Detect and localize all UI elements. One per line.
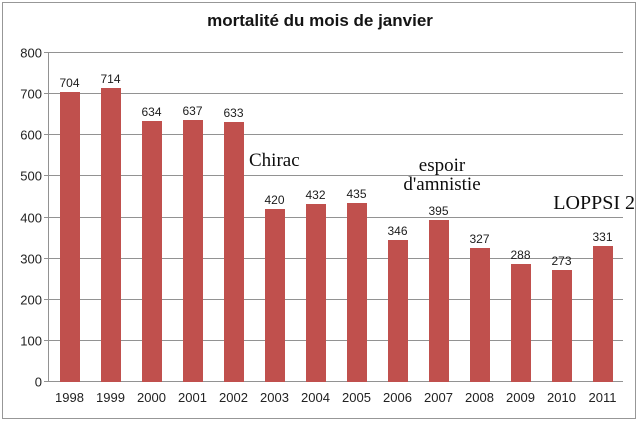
gridline-400 [44, 216, 623, 218]
bar-slot-2004: 432 [295, 53, 336, 382]
y-axis-line [48, 53, 49, 382]
x-tick-label-1999: 1999 [96, 390, 125, 405]
y-tick-mark [44, 52, 49, 53]
bar-2001 [182, 120, 203, 382]
y-tick-label-600: 600 [20, 127, 42, 143]
bar-slot-2010: 273 [541, 53, 582, 382]
bar-slot-2000: 634 [131, 53, 172, 382]
bar-2002 [223, 121, 244, 382]
x-axis-labels: 1998 1999 2000 2001 2002 2003 2004 2005 2006 2007… [49, 390, 623, 405]
bar-value-label: 346 [387, 223, 408, 238]
bar-value-label: 633 [223, 105, 244, 120]
annotation-amnistie-line2: d'amnistie [403, 174, 481, 195]
bar-slot-2009: 288 [500, 53, 541, 382]
x-tick-label-2010: 2010 [547, 390, 576, 405]
x-tick-label-2007: 2007 [424, 390, 453, 405]
bar-slot-1998: 704 [49, 53, 90, 382]
bar-value-label: 331 [592, 229, 613, 244]
x-tick-label-2011: 2011 [588, 390, 617, 405]
x-tick-label-2009: 2009 [506, 390, 535, 405]
bar-1999 [100, 88, 121, 382]
bar-slot-2006: 346 [377, 53, 418, 382]
x-tick-label-2006: 2006 [383, 390, 412, 405]
x-tick-label-2003: 2003 [260, 390, 289, 405]
x-tick-label-2001: 2001 [178, 390, 207, 405]
y-tick-mark [44, 298, 49, 300]
plot-area: 704 714 634 637 633 420 432 435 346 395 327 288 273 3… [44, 52, 623, 382]
bar-2008 [469, 247, 490, 382]
gridline-800 [44, 52, 623, 53]
chart-title: mortalité du mois de janvier [207, 11, 433, 30]
bar-slot-2003: 420 [254, 53, 295, 382]
x-tick-label-2000: 2000 [137, 390, 166, 405]
bar-2009 [510, 263, 531, 382]
bar-2004 [305, 204, 326, 382]
x-tick-label-1998: 1998 [55, 390, 84, 405]
gridline-500 [44, 175, 623, 177]
y-tick-label-100: 100 [20, 333, 42, 349]
bar-2000 [141, 121, 162, 382]
y-tick-mark [44, 216, 49, 218]
bar-slot-2011: 331 [582, 53, 623, 382]
x-tick-label-2008: 2008 [465, 390, 494, 405]
bar-value-label: 273 [551, 253, 572, 268]
bar-slot-2001: 637 [172, 53, 213, 382]
bar-value-label: 288 [510, 247, 531, 262]
gridline-300 [44, 257, 623, 259]
bar-value-label: 327 [469, 231, 490, 246]
bar-value-label: 432 [305, 188, 326, 203]
bar-2010 [551, 269, 572, 382]
bar-2007 [428, 219, 449, 382]
bar-slot-1999: 714 [90, 53, 131, 382]
bar-value-label: 714 [100, 72, 121, 87]
y-tick-mark [44, 134, 49, 136]
y-tick-mark [44, 257, 49, 259]
bars-container: 704 714 634 637 633 420 432 435 346 395 327 288 273 3… [49, 53, 623, 382]
gridline-700 [44, 93, 623, 95]
y-tick-label-0: 0 [34, 374, 42, 390]
bar-value-label: 637 [182, 104, 203, 119]
y-tick-label-700: 700 [20, 86, 42, 102]
gridline-600 [44, 134, 623, 136]
x-tick-label-2005: 2005 [342, 390, 371, 405]
y-tick-label-300: 300 [20, 251, 42, 267]
bar-2006 [387, 239, 408, 382]
bar-2011 [592, 245, 613, 382]
gridline-0 [44, 381, 623, 382]
y-tick-label-800: 800 [20, 45, 42, 61]
annotation-loppsi-2: LOPPSI 2 [553, 192, 635, 214]
bar-slot-2005: 435 [336, 53, 377, 382]
annotation-espoir-amnistie: espoir d'amnistie [394, 156, 490, 194]
y-tick-mark [44, 93, 49, 95]
annotation-chirac: Chirac [249, 150, 300, 171]
y-tick-mark [44, 175, 49, 177]
bar-value-label: 634 [141, 105, 162, 120]
bar-value-label: 435 [346, 187, 367, 202]
gridline-200 [44, 298, 623, 300]
bar-value-label: 704 [59, 76, 80, 91]
x-tick-label-2002: 2002 [219, 390, 248, 405]
bar-value-label: 395 [428, 203, 449, 218]
y-axis-labels: 0 100 200 300 400 500 600 700 800 [6, 47, 42, 389]
y-tick-label-500: 500 [20, 168, 42, 184]
bar-2003 [264, 209, 285, 382]
annotation-espoir-line1: espoir [418, 155, 466, 176]
bar-value-label: 420 [264, 193, 285, 208]
bar-slot-2007: 395 [418, 53, 459, 382]
bar-1998 [59, 92, 80, 382]
gridline-100 [44, 339, 623, 341]
y-tick-label-200: 200 [20, 292, 42, 308]
y-tick-mark [44, 381, 49, 382]
bar-slot-2002: 633 [213, 53, 254, 382]
y-tick-mark [44, 339, 49, 341]
x-tick-label-2004: 2004 [301, 390, 330, 405]
bar-2005 [346, 203, 367, 382]
y-tick-label-400: 400 [20, 210, 42, 225]
bar-slot-2008: 327 [459, 53, 500, 382]
